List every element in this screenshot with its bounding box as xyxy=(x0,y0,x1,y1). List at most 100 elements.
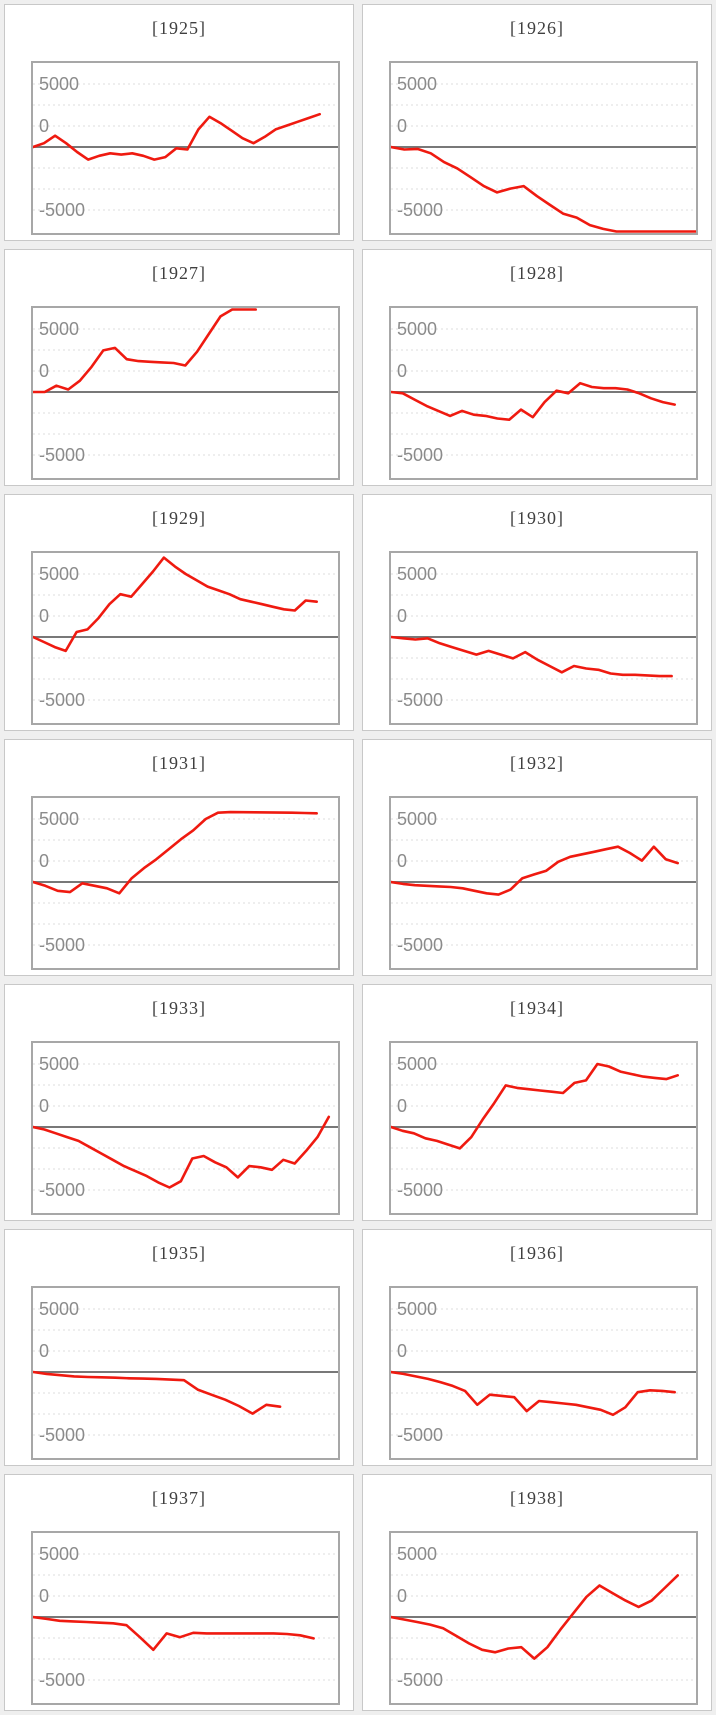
plot-area: 5000 0 -5000 xyxy=(389,306,698,480)
chart-panel-1932: [1932] 5000 0 -5000 xyxy=(362,739,712,976)
ytick-0: 0 xyxy=(39,606,50,626)
line-chart-svg xyxy=(33,1308,338,1436)
data-series-line xyxy=(391,381,677,421)
data-series-line xyxy=(391,845,680,896)
ytick-0: 0 xyxy=(39,1586,50,1606)
ytick-0: 0 xyxy=(39,361,50,381)
ytick-minus5000: -5000 xyxy=(397,935,444,955)
chart-panel-1937: [1937] 5000 0 -5000 xyxy=(4,1474,354,1711)
plot-area: 5000 0 -5000 xyxy=(389,551,698,725)
ytick-0: 0 xyxy=(397,361,408,381)
line-chart-svg xyxy=(33,1553,338,1681)
chart-title: [1935] xyxy=(152,1243,206,1263)
ytick-minus5000: -5000 xyxy=(39,690,86,710)
line-chart-svg xyxy=(33,308,338,456)
ytick-0: 0 xyxy=(39,116,50,136)
data-series-line xyxy=(33,112,322,161)
plot-area: 5000 0 -5000 xyxy=(389,1041,698,1215)
ytick-5000: 5000 xyxy=(39,1299,80,1319)
plot-area: 5000 0 -5000 xyxy=(31,796,340,970)
line-chart-svg xyxy=(33,83,338,211)
chart-title: [1938] xyxy=(510,1488,564,1508)
chart-panel-1934: [1934] 5000 0 -5000 xyxy=(362,984,712,1221)
ytick-minus5000: -5000 xyxy=(397,445,444,465)
line-chart-svg xyxy=(391,1308,696,1436)
ytick-0: 0 xyxy=(397,1586,408,1606)
line-chart-svg xyxy=(33,810,338,946)
data-series-line xyxy=(391,1370,677,1417)
line-chart-svg xyxy=(391,328,696,456)
line-chart-svg xyxy=(391,573,696,701)
plot-area: 5000 0 -5000 xyxy=(389,1531,698,1705)
plot-area: 5000 0 -5000 xyxy=(31,1286,340,1460)
chart-title: [1930] xyxy=(510,508,564,528)
ytick-minus5000: -5000 xyxy=(397,1180,444,1200)
chart-title: [1931] xyxy=(152,753,206,773)
chart-title: [1932] xyxy=(510,753,564,773)
plot-area: 5000 0 -5000 xyxy=(31,1041,340,1215)
ytick-5000: 5000 xyxy=(397,74,438,94)
chart-panel-1929: [1929] 5000 0 -5000 xyxy=(4,494,354,731)
chart-title: [1933] xyxy=(152,998,206,1018)
ytick-5000: 5000 xyxy=(39,1544,80,1564)
chart-panel-1935: [1935] 5000 0 -5000 xyxy=(4,1229,354,1466)
data-series-line xyxy=(33,556,319,653)
ytick-0: 0 xyxy=(397,606,408,626)
ytick-minus5000: -5000 xyxy=(39,935,86,955)
ytick-0: 0 xyxy=(397,1096,408,1116)
line-chart-svg xyxy=(391,1062,696,1191)
ytick-minus5000: -5000 xyxy=(39,1180,86,1200)
chart-title: [1925] xyxy=(152,18,206,38)
ytick-minus5000: -5000 xyxy=(39,200,86,220)
data-series-line xyxy=(391,635,673,678)
chart-panel-1931: [1931] 5000 0 -5000 xyxy=(4,739,354,976)
plot-area: 5000 0 -5000 xyxy=(389,796,698,970)
plot-area: 5000 0 -5000 xyxy=(31,306,340,480)
ytick-5000: 5000 xyxy=(397,809,438,829)
plot-area: 5000 0 -5000 xyxy=(31,61,340,235)
chart-panel-1933: [1933] 5000 0 -5000 xyxy=(4,984,354,1221)
plot-area: 5000 0 -5000 xyxy=(31,1531,340,1705)
line-chart-svg xyxy=(391,83,696,233)
ytick-0: 0 xyxy=(397,851,408,871)
chart-panel-1925: [1925] 5000 0 -5000 xyxy=(4,4,354,241)
ytick-minus5000: -5000 xyxy=(39,1670,86,1690)
ytick-minus5000: -5000 xyxy=(39,445,86,465)
data-series-line xyxy=(33,1615,315,1652)
line-chart-svg xyxy=(391,818,696,946)
ytick-5000: 5000 xyxy=(397,564,438,584)
data-series-line xyxy=(391,1062,680,1150)
ytick-5000: 5000 xyxy=(39,564,80,584)
data-series-line xyxy=(33,1115,331,1189)
ytick-0: 0 xyxy=(397,1341,408,1361)
line-chart-svg xyxy=(33,1063,338,1191)
ytick-minus5000: -5000 xyxy=(39,1425,86,1445)
line-chart-svg xyxy=(33,556,338,701)
ytick-5000: 5000 xyxy=(397,1054,438,1074)
line-chart-svg xyxy=(391,1553,696,1681)
ytick-0: 0 xyxy=(39,1096,50,1116)
chart-panel-1928: [1928] 5000 0 -5000 xyxy=(362,249,712,486)
chart-panel-1930: [1930] 5000 0 -5000 xyxy=(362,494,712,731)
plot-area: 5000 0 -5000 xyxy=(389,1286,698,1460)
ytick-minus5000: -5000 xyxy=(397,1425,444,1445)
chart-title: [1936] xyxy=(510,1243,564,1263)
ytick-5000: 5000 xyxy=(397,1544,438,1564)
chart-panel-1938: [1938] 5000 0 -5000 xyxy=(362,1474,712,1711)
ytick-minus5000: -5000 xyxy=(397,200,444,220)
ytick-5000: 5000 xyxy=(39,74,80,94)
chart-panel-1926: [1926] 5000 0 -5000 xyxy=(362,4,712,241)
chart-title: [1937] xyxy=(152,1488,206,1508)
ytick-5000: 5000 xyxy=(39,1054,80,1074)
chart-panel-1936: [1936] 5000 0 -5000 xyxy=(362,1229,712,1466)
ytick-5000: 5000 xyxy=(397,319,438,339)
data-series-line xyxy=(33,1370,282,1415)
data-series-line xyxy=(391,145,696,233)
chart-title: [1934] xyxy=(510,998,564,1018)
chart-panel-1927: [1927] 5000 0 -5000 xyxy=(4,249,354,486)
ytick-minus5000: -5000 xyxy=(397,1670,444,1690)
chart-title: [1929] xyxy=(152,508,206,528)
ytick-0: 0 xyxy=(39,1341,50,1361)
ytick-minus5000: -5000 xyxy=(397,690,444,710)
data-series-line xyxy=(391,1574,680,1660)
